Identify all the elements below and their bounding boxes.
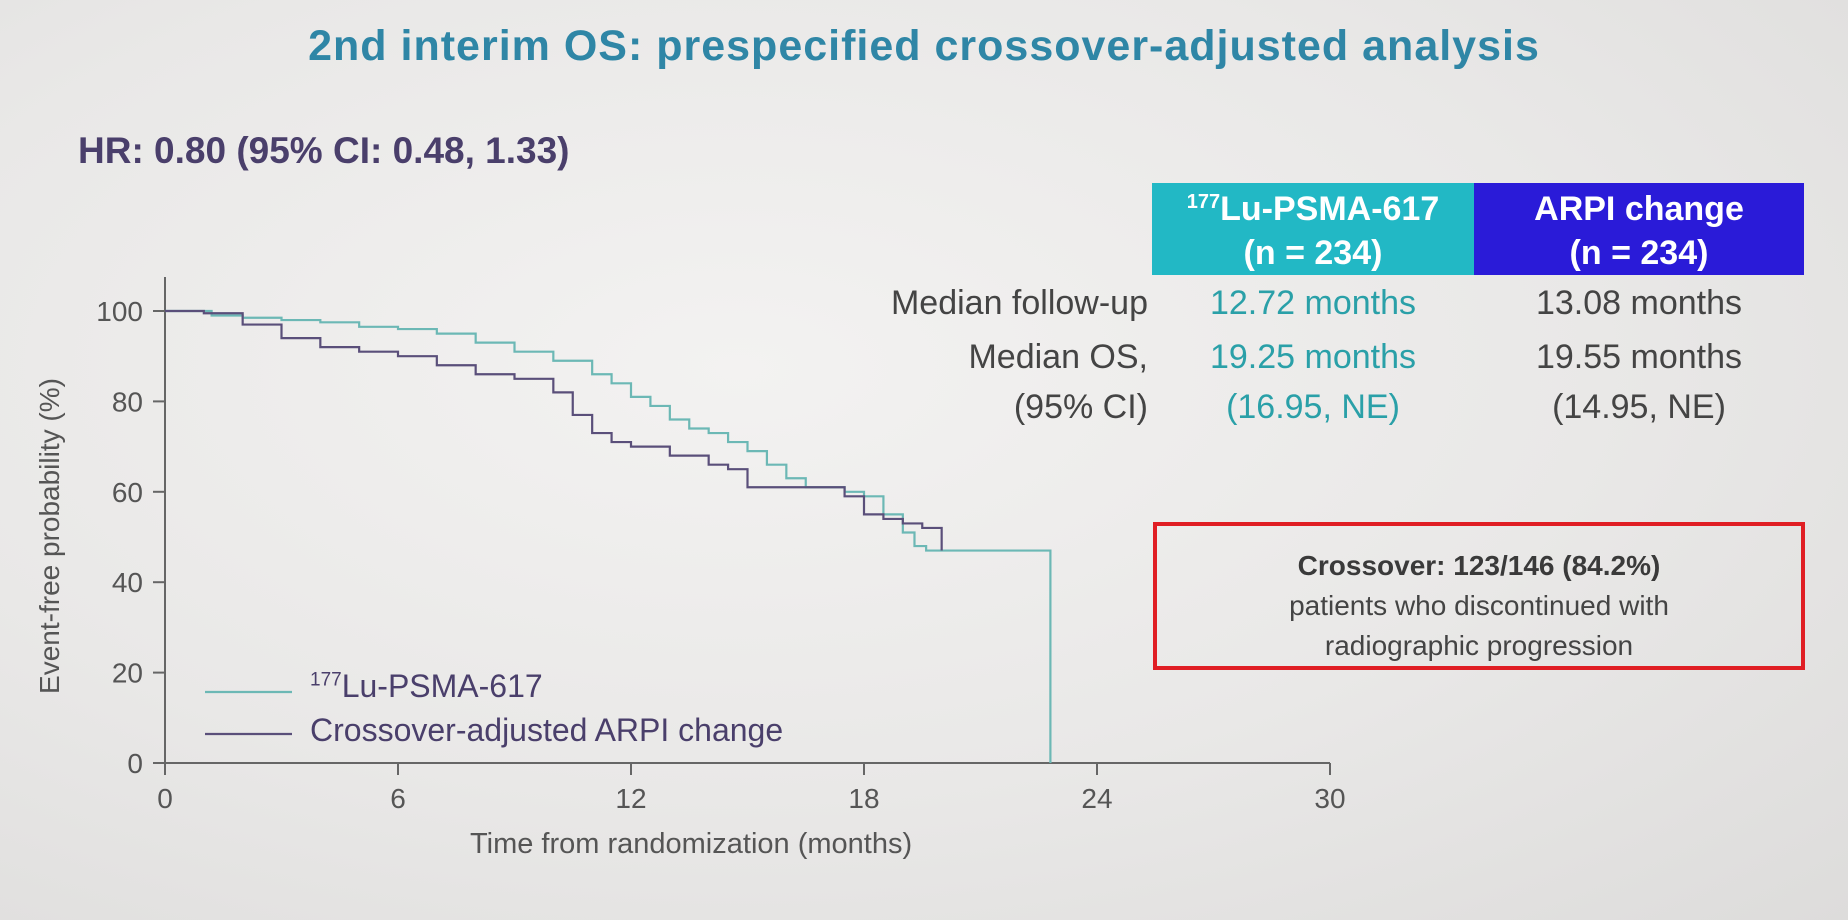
legend-lu-name: Lu-PSMA-617: [341, 668, 543, 704]
arpi-name: ARPI change: [1534, 190, 1744, 228]
chart-axes: 0 6 12 18 24 30 0 20 40 60 80 100: [96, 277, 1346, 814]
y-tick-label: 60: [112, 477, 143, 508]
y-tick-label: 40: [112, 567, 143, 598]
x-tick-label: 0: [157, 783, 173, 814]
x-tick-label: 24: [1081, 783, 1112, 814]
lu-name: Lu-PSMA-617: [1220, 190, 1440, 228]
legend-arpi: Crossover-adjusted ARPI change: [310, 712, 784, 748]
y-tick-label: 20: [112, 658, 143, 689]
lu-superscript: 177: [1186, 191, 1221, 213]
crossover-headline: Crossover: 123/146 (84.2%): [1297, 550, 1661, 581]
x-tick-label: 12: [615, 783, 646, 814]
y-axis-label: Event-free probability (%): [34, 378, 65, 694]
lu-followup: 12.72 months: [1209, 284, 1417, 322]
y-tick-label: 100: [96, 296, 143, 327]
row-label-followup: Median follow-up: [890, 284, 1148, 322]
header-lu-psma: 177Lu-PSMA-617 (n = 234): [1152, 183, 1474, 275]
row-label-ci: (95% CI): [1013, 388, 1148, 426]
crossover-line2: patients who discontinued with: [1289, 590, 1669, 621]
header-arpi: ARPI change (n = 234): [1474, 183, 1804, 275]
lu-ci: (16.95, NE): [1226, 388, 1400, 426]
x-tick-label: 18: [848, 783, 879, 814]
slide-title: 2nd interim OS: prespecified crossover-a…: [308, 22, 1540, 70]
x-tick-label: 30: [1314, 783, 1345, 814]
row-label-median-os: Median OS,: [968, 338, 1148, 376]
y-tick-label: 0: [127, 748, 143, 779]
km-curve-lu-psma: [165, 309, 1052, 763]
arpi-median-os: 19.55 months: [1535, 338, 1743, 376]
x-tick-label: 6: [390, 783, 406, 814]
lu-median-os: 19.25 months: [1209, 338, 1417, 376]
arpi-followup: 13.08 months: [1535, 284, 1743, 322]
legend-lu-superscript: 177: [310, 669, 342, 691]
arpi-ci: (14.95, NE): [1552, 388, 1726, 426]
hazard-ratio: HR: 0.80 (95% CI: 0.48, 1.33): [78, 130, 570, 171]
y-tick-label: 80: [112, 386, 143, 417]
arpi-n: (n = 234): [1569, 234, 1709, 272]
legend-lu: 177Lu-PSMA-617: [310, 668, 543, 705]
lu-n: (n = 234): [1243, 234, 1383, 272]
km-curve-arpi: [165, 309, 943, 551]
x-axis-label: Time from randomization (months): [470, 828, 913, 860]
crossover-line3: radiographic progression: [1324, 630, 1634, 661]
chart-curves: [165, 309, 1052, 763]
crossover-box: Crossover: 123/146 (84.2%) patients who …: [1153, 522, 1805, 670]
